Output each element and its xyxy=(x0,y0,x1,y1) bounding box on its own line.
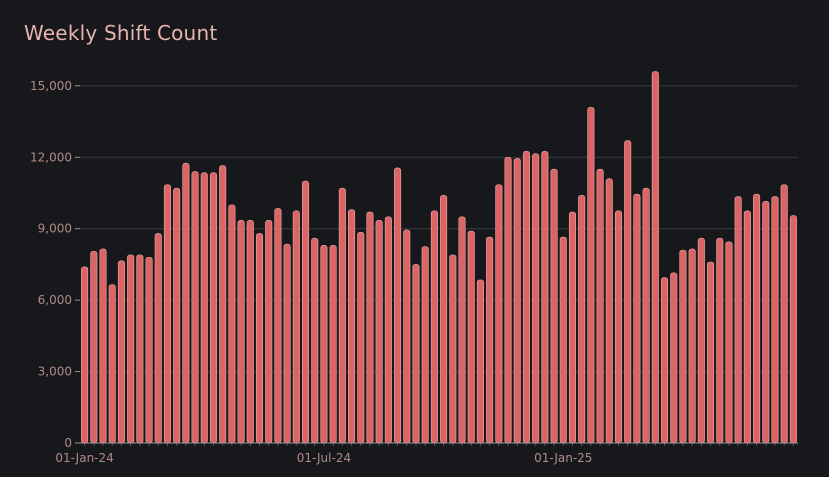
bar[interactable] xyxy=(670,272,678,444)
bar[interactable] xyxy=(587,106,595,444)
bar[interactable] xyxy=(219,165,227,444)
y-tick-label: 6,000 xyxy=(38,293,72,307)
bar[interactable] xyxy=(357,231,365,444)
bar[interactable] xyxy=(707,261,715,444)
y-tick-label: 9,000 xyxy=(38,222,72,236)
bar[interactable] xyxy=(532,153,540,444)
bar[interactable] xyxy=(780,184,788,444)
bar[interactable] xyxy=(127,254,135,444)
x-tick-label: 01-Jan-24 xyxy=(55,451,113,465)
bar[interactable] xyxy=(660,277,669,444)
bar[interactable] xyxy=(90,251,98,444)
x-tick-label: 01-Jul-24 xyxy=(297,451,351,465)
bar[interactable] xyxy=(596,168,604,444)
bar[interactable] xyxy=(771,196,779,444)
bar[interactable] xyxy=(642,187,650,444)
chart-title: Weekly Shift Count xyxy=(24,21,218,45)
bar[interactable] xyxy=(440,195,448,444)
grid-lines: 0 3,000 6,000 9,000 12,000 15,000 xyxy=(30,79,798,450)
bar[interactable] xyxy=(743,210,751,444)
bar[interactable] xyxy=(605,178,613,444)
bar[interactable] xyxy=(725,241,733,444)
bar[interactable] xyxy=(117,260,125,444)
bar[interactable] xyxy=(255,233,264,444)
bar[interactable] xyxy=(789,215,797,444)
bar[interactable] xyxy=(237,220,245,444)
bar[interactable] xyxy=(476,279,484,444)
bar[interactable] xyxy=(81,266,89,444)
bar[interactable] xyxy=(734,196,742,444)
bar[interactable] xyxy=(366,211,374,444)
bar[interactable] xyxy=(154,233,162,444)
axes: 01-Jan-24 01-Jul-24 01-Jan-25 xyxy=(55,442,798,465)
bar[interactable] xyxy=(394,167,402,444)
bar[interactable] xyxy=(412,264,420,444)
bar[interactable] xyxy=(578,195,586,444)
bar[interactable] xyxy=(449,254,457,444)
bar[interactable] xyxy=(274,208,282,444)
bar[interactable] xyxy=(108,284,116,444)
bar[interactable] xyxy=(568,211,576,444)
bar[interactable] xyxy=(311,237,319,444)
bar[interactable] xyxy=(716,237,724,444)
bars xyxy=(81,71,797,444)
bar[interactable] xyxy=(136,254,144,444)
bar[interactable] xyxy=(375,220,383,444)
bar[interactable] xyxy=(348,209,356,444)
bar[interactable] xyxy=(265,220,273,444)
bar[interactable] xyxy=(624,140,632,444)
bar[interactable] xyxy=(421,246,429,444)
bar[interactable] xyxy=(467,230,475,444)
bar[interactable] xyxy=(762,201,770,444)
y-tick-label: 15,000 xyxy=(30,79,72,93)
bar[interactable] xyxy=(495,184,503,444)
y-tick-label: 3,000 xyxy=(38,365,72,379)
bar[interactable] xyxy=(283,243,291,444)
y-tick-label: 0 xyxy=(64,436,72,450)
bar[interactable] xyxy=(458,216,466,444)
bar[interactable] xyxy=(753,193,761,444)
bar[interactable] xyxy=(522,151,530,444)
bar[interactable] xyxy=(384,216,392,444)
bar[interactable] xyxy=(200,172,208,444)
bar[interactable] xyxy=(688,248,696,444)
bar[interactable] xyxy=(228,204,236,444)
bar[interactable] xyxy=(430,210,438,444)
bar[interactable] xyxy=(246,220,254,444)
bar[interactable] xyxy=(651,71,659,444)
bar[interactable] xyxy=(697,237,705,444)
bar[interactable] xyxy=(486,236,494,444)
bar[interactable] xyxy=(559,236,567,444)
bar[interactable] xyxy=(301,180,310,444)
bar[interactable] xyxy=(182,162,190,444)
bar[interactable] xyxy=(633,193,641,444)
bar[interactable] xyxy=(145,256,153,444)
bar[interactable] xyxy=(550,168,558,444)
bar[interactable] xyxy=(209,172,217,444)
bar[interactable] xyxy=(163,184,171,444)
bar[interactable] xyxy=(541,151,549,444)
bar[interactable] xyxy=(614,210,623,444)
bar[interactable] xyxy=(504,156,512,444)
bar[interactable] xyxy=(173,187,181,444)
bar[interactable] xyxy=(513,158,521,444)
bar[interactable] xyxy=(191,171,199,444)
bar[interactable] xyxy=(292,210,300,444)
bar[interactable] xyxy=(99,248,107,444)
bar[interactable] xyxy=(338,187,346,444)
bar[interactable] xyxy=(403,229,411,444)
y-tick-label: 12,000 xyxy=(30,150,72,164)
x-tick-label: 01-Jan-25 xyxy=(534,451,592,465)
bar[interactable] xyxy=(679,249,687,444)
bar[interactable] xyxy=(329,245,337,444)
bar[interactable] xyxy=(320,245,328,444)
